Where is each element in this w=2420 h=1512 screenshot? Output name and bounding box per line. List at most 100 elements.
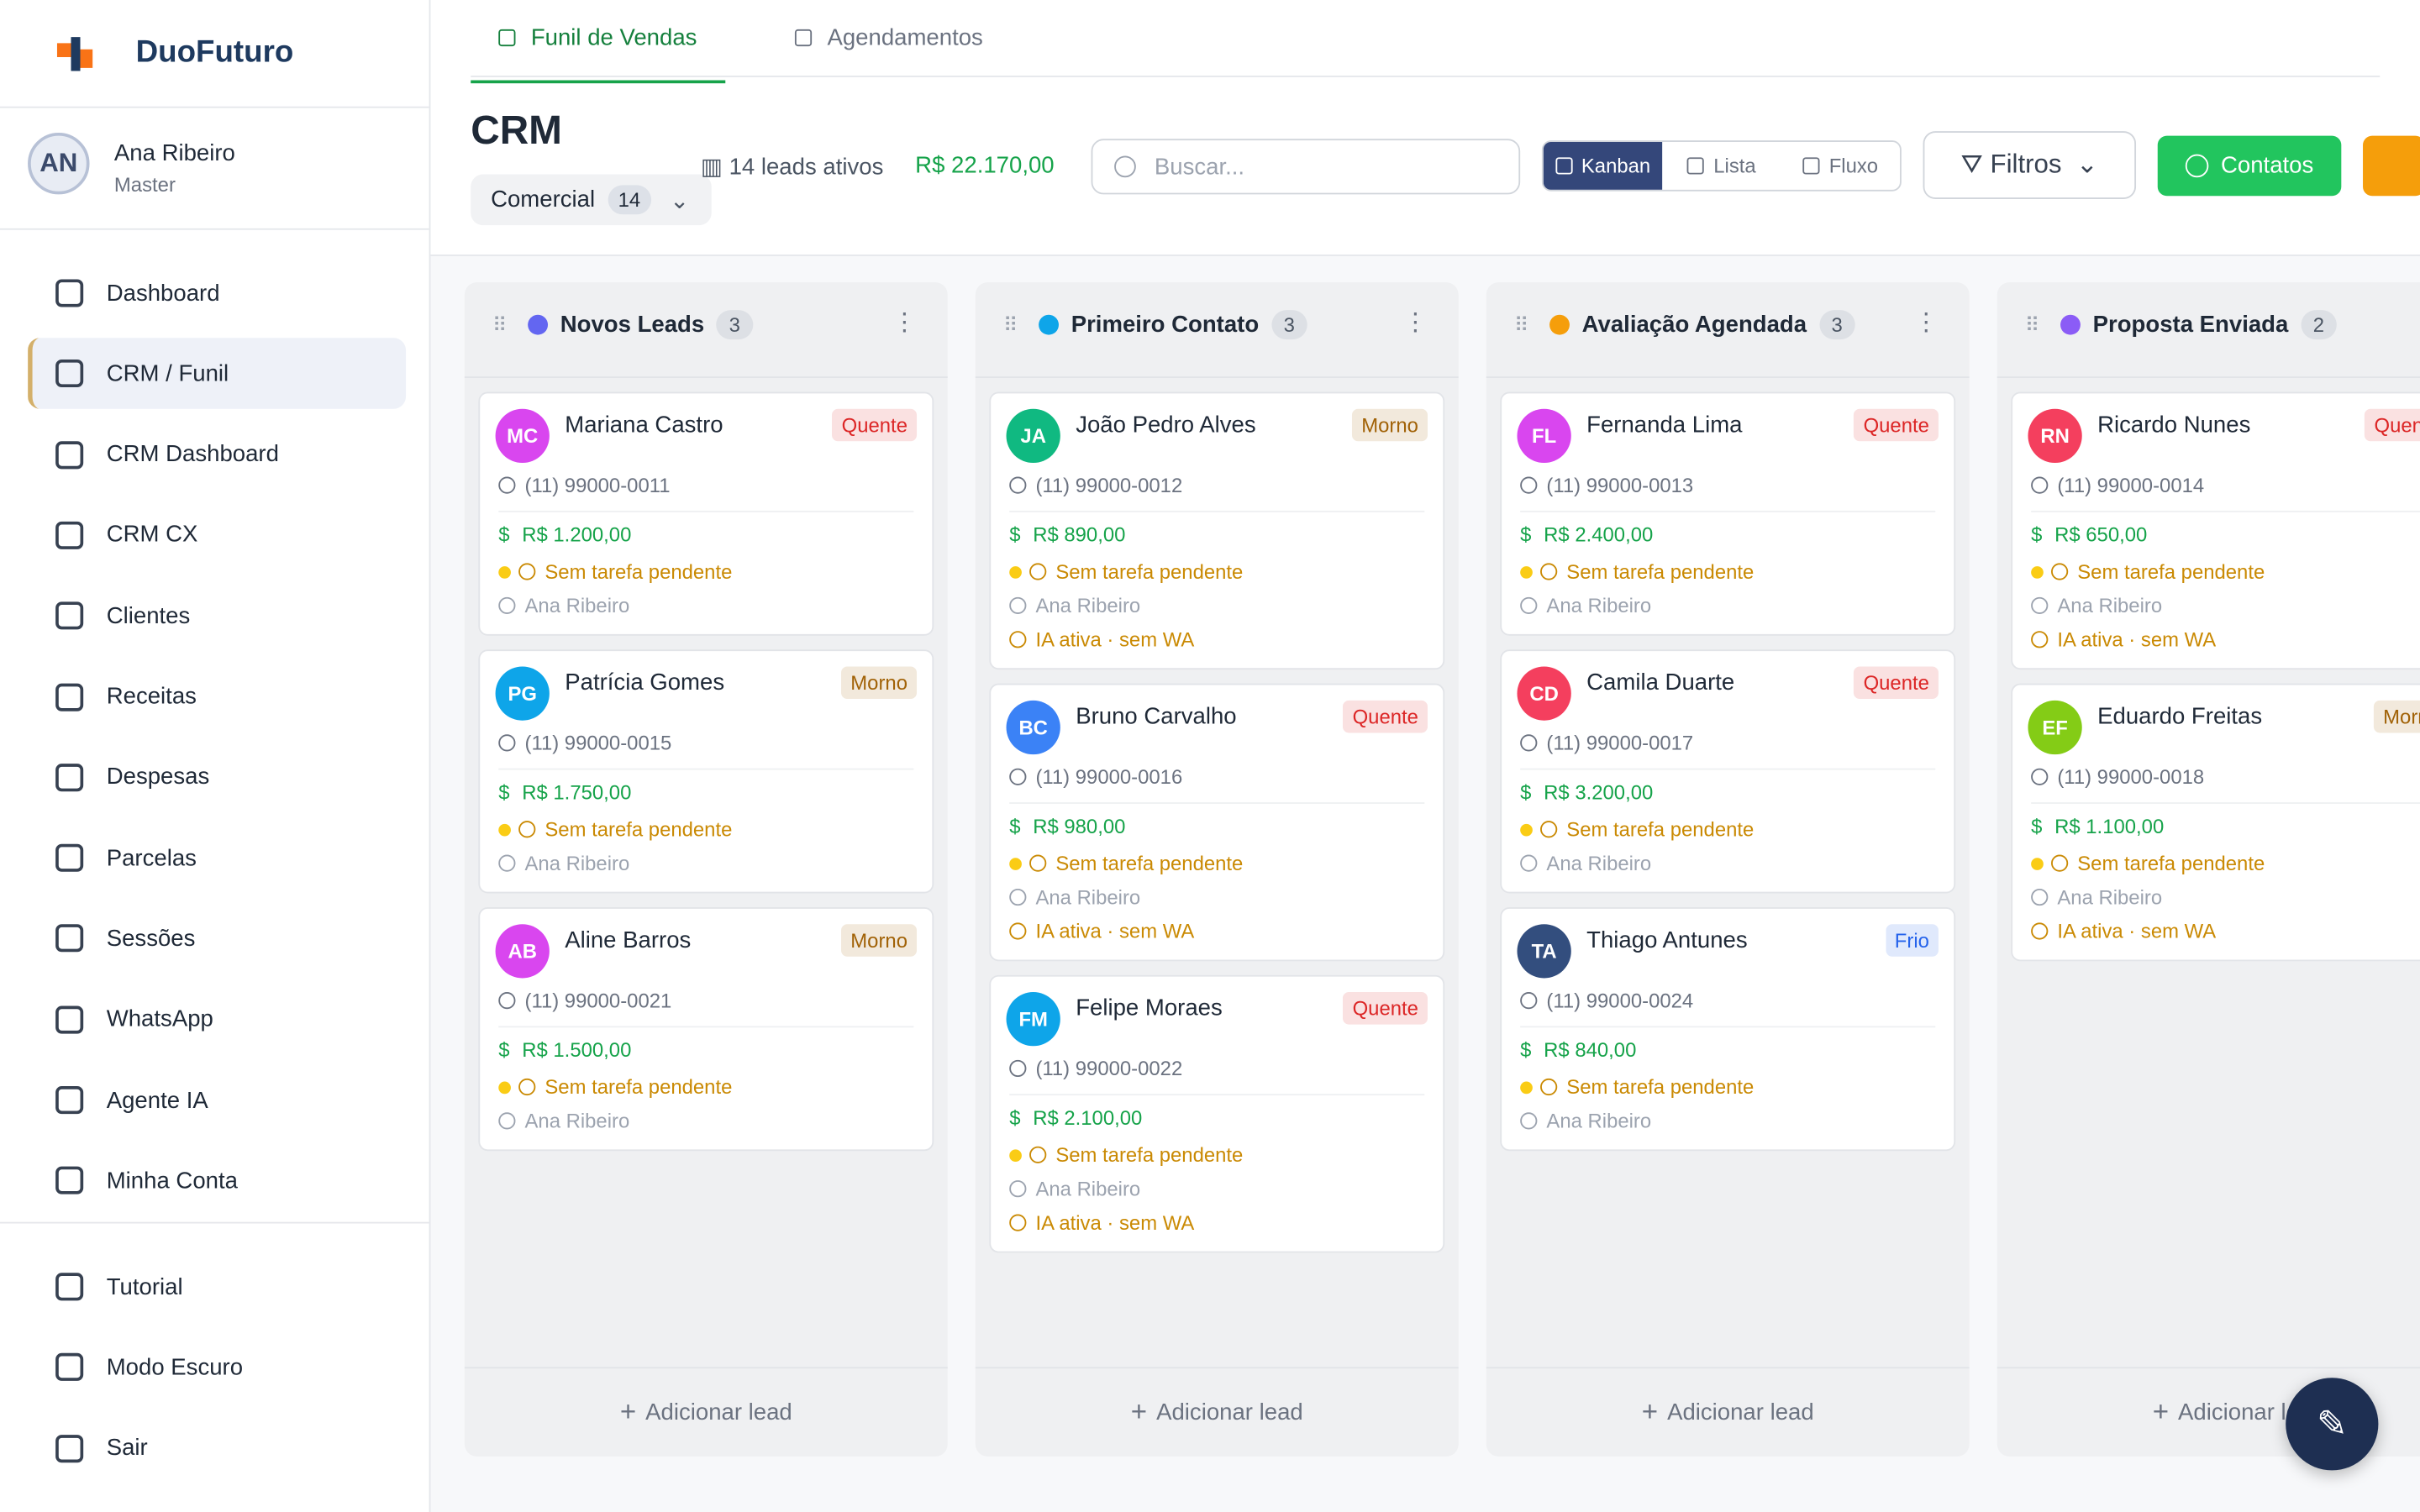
nav-item[interactable]: CRM / Funil: [28, 338, 407, 410]
task: Sem tarefa pendente: [2031, 560, 2265, 583]
lead-card[interactable]: AB Aline Barros Morno (11) 99000-0021 $ R$ 1.…: [478, 906, 934, 1152]
column-menu[interactable]: ⋮: [1402, 310, 1428, 337]
value-text: R$ 2.400,00: [1544, 522, 1654, 547]
owner-icon: [2031, 888, 2049, 906]
add-lead[interactable]: + Adicionar lead: [975, 1367, 1459, 1457]
add-icon: +: [619, 1396, 637, 1427]
lead-card[interactable]: RN Ricardo Nunes Quente (11) 99000-0014 $ R$ …: [2011, 391, 2420, 670]
lead-card[interactable]: TA Thiago Antunes Frio (11) 99000-0024 $ R$ 8…: [1500, 906, 1956, 1152]
nav-item[interactable]: Sessões: [28, 903, 401, 974]
avatar: PG: [495, 666, 550, 721]
phone-icon: [1520, 992, 1538, 1010]
nav-item[interactable]: CRM Dashboard: [28, 419, 401, 490]
task-text: Sem tarefa pendente: [544, 559, 733, 584]
value-text: R$ 1.750,00: [522, 780, 632, 804]
nav-item[interactable]: Agente IA: [28, 1064, 401, 1135]
temperature-badge: Quente: [1343, 992, 1428, 1025]
pipeline-select[interactable]: Comercial 14 ⌄: [471, 174, 712, 226]
task-text: Sem tarefa pendente: [1055, 559, 1244, 584]
owner-icon: [1009, 596, 1027, 615]
task: Sem tarefa pendente: [498, 817, 732, 841]
view-label: Lista: [1713, 154, 1756, 178]
nav-icon: [55, 682, 84, 711]
owner-text: Ana Ribeiro: [1035, 1177, 1141, 1200]
temperature-badge: Morno: [2374, 700, 2420, 733]
lead-card[interactable]: FM Felipe Moraes Quente (11) 99000-0022 $ R$ …: [989, 974, 1445, 1253]
nav-item[interactable]: Sair: [28, 1413, 401, 1483]
lead-card[interactable]: PG Patrícia Gomes Morno (11) 99000-0015 $ R$ …: [478, 649, 934, 894]
task-dot: [2031, 857, 2044, 869]
phone: (11) 99000-0016: [1009, 765, 1182, 789]
phone-icon: [2031, 768, 2049, 785]
nav-label: CRM CX: [106, 522, 198, 549]
assistant-fab[interactable]: ✎: [2286, 1378, 2379, 1471]
filters-button[interactable]: ⛛ Filtros ⌄: [1923, 131, 2137, 199]
view-option[interactable]: Lista: [1662, 142, 1781, 190]
lead-card[interactable]: BC Bruno Carvalho Quente (11) 99000-0016 $ R$…: [989, 683, 1445, 962]
phone-text: (11) 99000-0024: [1546, 989, 1694, 1012]
add-label: Adicionar lead: [1156, 1399, 1303, 1426]
task-icon: [1540, 563, 1558, 580]
phone-icon: [498, 476, 516, 494]
owner: Ana Ribeiro: [1009, 1177, 1140, 1200]
phone: (11) 99000-0015: [498, 732, 671, 754]
value-text: R$ 1.200,00: [522, 522, 632, 547]
temperature-badge: Quente: [832, 408, 918, 442]
nav-item[interactable]: Despesas: [28, 742, 401, 812]
owner-text: Ana Ribeiro: [1035, 594, 1141, 617]
lead-card[interactable]: FL Fernanda Lima Quente (11) 99000-0013 $ R$ …: [1500, 391, 1956, 636]
tab[interactable]: Funil de Vendas: [471, 22, 725, 84]
nav-item[interactable]: Minha Conta: [28, 1145, 401, 1215]
nav-icon: [55, 360, 84, 388]
lead-card[interactable]: JA João Pedro Alves Morno (11) 99000-0012 $ R…: [989, 391, 1445, 670]
phone: (11) 99000-0014: [2031, 474, 2204, 496]
add-lead[interactable]: + Adicionar lead: [464, 1367, 948, 1457]
tab-label: Funil de Vendas: [530, 24, 697, 51]
column-title: Primeiro Contato 3: [1071, 310, 1307, 340]
lead-card[interactable]: CD Camila Duarte Quente (11) 99000-0017 $ R$ …: [1500, 649, 1956, 894]
lead-name: Mariana Castro: [565, 412, 723, 438]
lead-card[interactable]: EF Eduardo Freitas Morno (11) 99000-0018 $ R$…: [2011, 683, 2420, 962]
nav-icon: [55, 1273, 84, 1301]
extra-button[interactable]: [2363, 135, 2420, 197]
phone: (11) 99000-0012: [1009, 474, 1182, 496]
nav-item[interactable]: Modo Escuro: [28, 1332, 401, 1403]
nav-label: Sair: [106, 1435, 148, 1462]
nav-label: Agente IA: [106, 1086, 208, 1114]
add-lead[interactable]: + Adicionar lead: [1996, 1367, 2420, 1457]
temperature-badge: Frio: [1885, 924, 1939, 957]
nav-item[interactable]: CRM CX: [28, 500, 401, 570]
add-lead[interactable]: + Adicionar lead: [1486, 1367, 1970, 1457]
divider: [1520, 768, 1936, 770]
task-icon: [2051, 563, 2069, 580]
lead-card[interactable]: MC Mariana Castro Quente (11) 99000-0011 $ R$…: [478, 391, 934, 636]
task-text: Sem tarefa pendente: [1055, 1143, 1244, 1167]
column-count: 3: [1270, 310, 1307, 340]
value-icon: $: [1520, 522, 1532, 547]
lead-name: Felipe Moraes: [1076, 995, 1223, 1021]
tab[interactable]: Agendamentos: [767, 22, 1011, 81]
task-icon: [2051, 854, 2069, 872]
divider: [2031, 510, 2420, 512]
column-menu[interactable]: ⋮: [892, 310, 918, 337]
nav-item[interactable]: Dashboard: [28, 258, 401, 328]
search[interactable]: Buscar...: [1091, 139, 1521, 195]
nav-item[interactable]: Tutorial: [28, 1252, 401, 1322]
lead-name: Fernanda Lima: [1586, 412, 1743, 438]
nav-item[interactable]: Receitas: [28, 661, 401, 732]
view-label: Kanban: [1581, 154, 1651, 178]
nav-item[interactable]: Clientes: [28, 580, 401, 651]
phone: (11) 99000-0013: [1520, 474, 1693, 496]
view-option[interactable]: Fluxo: [1781, 142, 1900, 190]
nav-item[interactable]: WhatsApp: [28, 984, 401, 1054]
view-toggle: Kanban Lista Fluxo: [1541, 140, 1902, 192]
view-option[interactable]: Kanban: [1543, 141, 1663, 190]
task-text: Sem tarefa pendente: [544, 1075, 733, 1099]
value: $ R$ 1.750,00: [498, 780, 631, 804]
phone-icon: [1520, 734, 1538, 752]
nav-item[interactable]: Parcelas: [28, 822, 401, 893]
view-icon: [1555, 157, 1572, 175]
column-menu[interactable]: ⋮: [1913, 310, 1939, 337]
contacts-button[interactable]: Contatos: [2157, 135, 2342, 197]
